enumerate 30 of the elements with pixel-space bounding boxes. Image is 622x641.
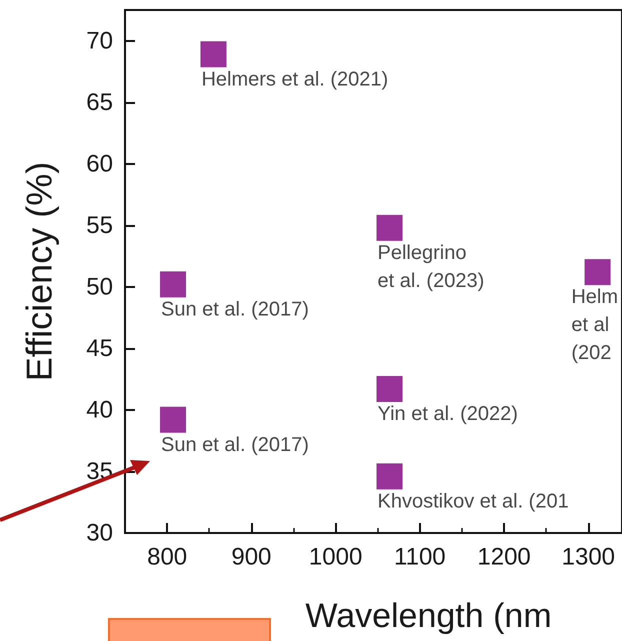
annotation: Sun et al. (2017) [161,298,309,320]
point [160,406,186,433]
x-axis-title: Wavelength (nm [305,597,552,635]
point [584,259,611,286]
point [376,376,403,402]
y-axis-title: Efficiency (%) [18,162,60,382]
y-tick-label: 40 [86,396,113,424]
annotation: Pellegrino et al. (2023) [378,242,484,292]
x-tick-label: 1100 [394,544,446,570]
annotation: Khvostikov et al. (201 [378,490,569,512]
point [376,463,403,490]
y-tick-label: 65 [86,88,113,116]
y-tick-label: 50 [86,273,113,300]
annotation: Yin et al. (2022) [378,403,518,426]
y-tick-label: 70 [86,27,113,54]
x-tick-label: 1300 [562,544,615,570]
point [200,41,226,68]
annotation: Sun et al. (2017) [161,434,309,456]
y-tick-label: 30 [86,520,113,546]
point [160,271,186,298]
y-tick-label: 45 [86,334,113,362]
point [376,214,403,241]
annotation: Helmers et al. (2021) [201,68,388,90]
annotation: Helm et al (202 [571,286,618,364]
y-tick-label: 60 [86,150,113,178]
x-tick-label: 1000 [308,544,362,570]
x-tick-label: 900 [231,544,272,570]
x-tick-label: 800 [147,544,188,570]
y-tick-label: 55 [86,212,113,239]
x-tick-label: 1200 [477,544,531,570]
